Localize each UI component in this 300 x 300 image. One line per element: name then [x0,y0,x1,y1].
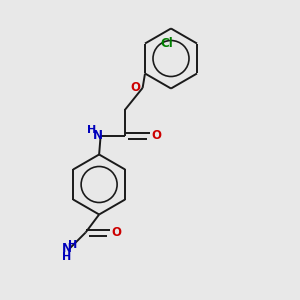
Text: H: H [87,125,96,135]
Text: Cl: Cl [160,37,173,50]
Text: N: N [93,129,103,142]
Text: H: H [68,239,77,250]
Text: O: O [112,226,122,239]
Text: O: O [130,81,140,94]
Text: H: H [62,252,71,262]
Text: N: N [62,242,72,256]
Text: O: O [152,129,161,142]
